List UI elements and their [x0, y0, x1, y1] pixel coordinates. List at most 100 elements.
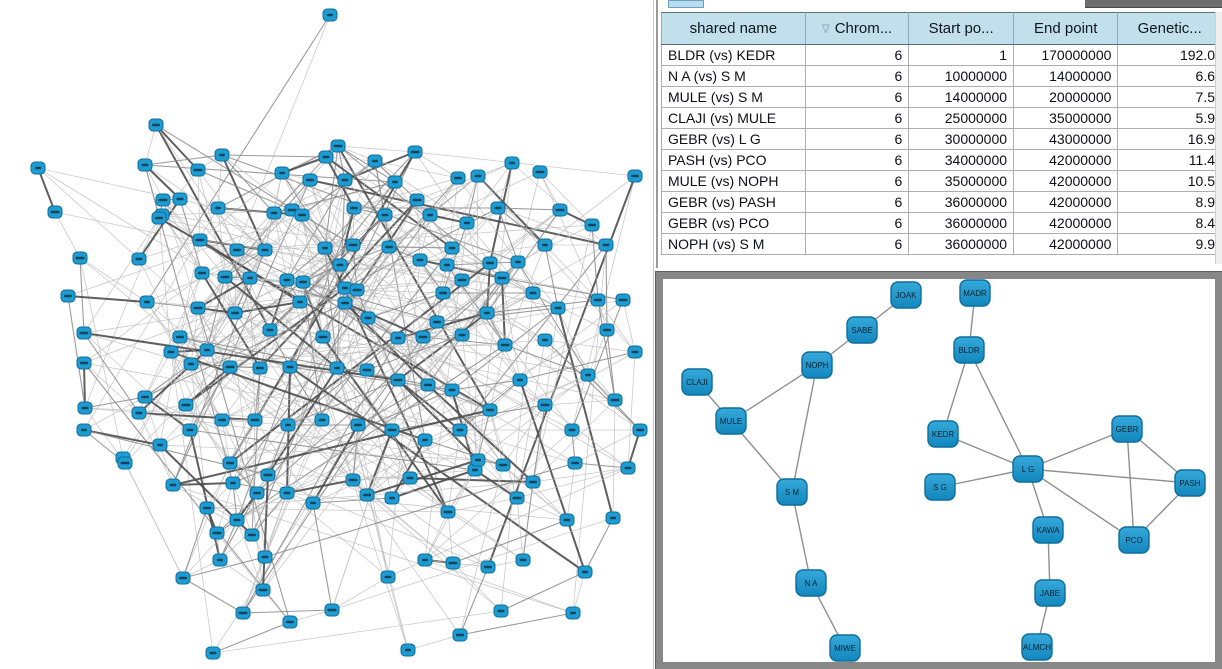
- table-cell[interactable]: 8.9: [1117, 191, 1222, 213]
- filter-icon[interactable]: ∇: [821, 22, 830, 36]
- graph-node[interactable]: [422, 208, 438, 222]
- network-edge[interactable]: [500, 571, 586, 612]
- network-edge[interactable]: [273, 212, 326, 249]
- graph-node[interactable]: [417, 553, 433, 567]
- network-edge[interactable]: [459, 612, 574, 636]
- network-edge[interactable]: [236, 224, 593, 251]
- graph-node[interactable]: [257, 243, 273, 257]
- network-edge[interactable]: [221, 367, 261, 421]
- network-edge[interactable]: [407, 634, 461, 651]
- graph-node[interactable]: [72, 251, 88, 265]
- network-edge[interactable]: [331, 576, 389, 611]
- network-edge[interactable]: [397, 379, 479, 461]
- network-edge[interactable]: [414, 151, 636, 177]
- table-row[interactable]: CLAJI (vs) MULE 6 25000000 35000000 5.9: [661, 107, 1222, 129]
- graph-node-pco[interactable]: PCO: [1118, 526, 1150, 554]
- network-edge[interactable]: [322, 259, 421, 338]
- table-row[interactable]: MULE (vs) S M 6 14000000 20000000 7.5: [661, 86, 1222, 108]
- network-edge[interactable]: [397, 292, 444, 339]
- network-edge[interactable]: [172, 409, 491, 486]
- graph-node[interactable]: [329, 361, 345, 375]
- table-cell[interactable]: 14000000: [908, 86, 1015, 108]
- graph-node[interactable]: [279, 486, 295, 500]
- graph-node[interactable]: [165, 478, 181, 492]
- graph-node[interactable]: [194, 266, 210, 280]
- graph-node[interactable]: [139, 295, 155, 309]
- graph-node[interactable]: [359, 488, 375, 502]
- network-edge[interactable]: [597, 299, 616, 401]
- network-edge[interactable]: [159, 444, 479, 461]
- network-edge[interactable]: [459, 566, 489, 636]
- network-edge[interactable]: [37, 167, 219, 209]
- network-edge[interactable]: [544, 175, 636, 246]
- network-edge[interactable]: [397, 337, 589, 376]
- graph-node[interactable]: [470, 169, 486, 183]
- network-edge[interactable]: [414, 151, 459, 179]
- graph-node[interactable]: [244, 528, 260, 542]
- panel-divider[interactable]: [653, 0, 654, 669]
- network-edge[interactable]: [321, 419, 393, 499]
- network-edge[interactable]: [466, 175, 479, 224]
- network-edge[interactable]: [516, 497, 524, 561]
- network-edge[interactable]: [67, 295, 86, 409]
- network-edge[interactable]: [968, 349, 1029, 470]
- network-edge[interactable]: [144, 396, 161, 446]
- graph-node[interactable]: [620, 461, 636, 475]
- network-edge[interactable]: [286, 279, 573, 431]
- graph-node[interactable]: [302, 173, 318, 187]
- network-edge[interactable]: [489, 209, 561, 264]
- graph-node[interactable]: [330, 139, 346, 153]
- network-edge[interactable]: [232, 389, 453, 484]
- network-edge[interactable]: [367, 246, 390, 319]
- network-edge[interactable]: [146, 301, 192, 365]
- graph-node[interactable]: [155, 193, 171, 207]
- graph-node[interactable]: [504, 156, 520, 170]
- network-edge[interactable]: [216, 492, 288, 534]
- graph-node[interactable]: [580, 368, 596, 382]
- graph-node[interactable]: [450, 171, 466, 185]
- graph-node[interactable]: [227, 306, 243, 320]
- network-edge[interactable]: [447, 429, 461, 513]
- detail-network-canvas[interactable]: JOAK MADR SABE NOPH CLAJI MULE BLDR KEDR GEBR L G…: [663, 279, 1215, 662]
- network-edge[interactable]: [504, 244, 546, 346]
- network-edge[interactable]: [566, 462, 576, 521]
- graph-node[interactable]: [131, 252, 147, 266]
- graph-node[interactable]: [559, 513, 575, 527]
- network-edge[interactable]: [622, 299, 636, 353]
- table-cell[interactable]: GEBR (vs) PASH: [661, 191, 806, 213]
- graph-node[interactable]: [76, 423, 92, 437]
- network-edge[interactable]: [366, 369, 393, 431]
- graph-node[interactable]: [509, 491, 525, 505]
- graph-node[interactable]: [494, 271, 510, 285]
- graph-node-madr[interactable]: MADR: [959, 279, 991, 307]
- table-row[interactable]: N A (vs) S M 6 10000000 14000000 6.6: [661, 65, 1222, 87]
- graph-node[interactable]: [400, 643, 416, 657]
- graph-node[interactable]: [599, 323, 615, 337]
- network-edge[interactable]: [477, 459, 518, 499]
- graph-node[interactable]: [452, 423, 468, 437]
- table-cell[interactable]: 35000000: [1013, 107, 1119, 129]
- network-edge[interactable]: [324, 179, 346, 249]
- network-edge[interactable]: [312, 497, 393, 504]
- graph-node[interactable]: [532, 165, 548, 179]
- graph-node[interactable]: [262, 323, 278, 337]
- network-edge[interactable]: [221, 154, 275, 214]
- network-edge[interactable]: [574, 462, 629, 469]
- graph-node[interactable]: [349, 283, 365, 297]
- network-edge[interactable]: [387, 576, 409, 651]
- network-edge[interactable]: [170, 351, 223, 421]
- graph-node[interactable]: [337, 173, 353, 187]
- graph-node[interactable]: [229, 513, 245, 527]
- network-edge[interactable]: [466, 222, 488, 314]
- graph-node[interactable]: [479, 306, 495, 320]
- network-edge[interactable]: [451, 207, 499, 249]
- network-edge[interactable]: [1027, 468, 1135, 541]
- graph-node[interactable]: [214, 148, 230, 162]
- graph-node-mule[interactable]: MULE: [715, 407, 747, 435]
- network-edge[interactable]: [144, 396, 368, 496]
- table-cell[interactable]: 170000000: [1013, 44, 1119, 66]
- network-edge[interactable]: [544, 339, 641, 431]
- graph-node[interactable]: [274, 166, 290, 180]
- network-edge[interactable]: [451, 175, 479, 249]
- network-edge[interactable]: [219, 312, 488, 561]
